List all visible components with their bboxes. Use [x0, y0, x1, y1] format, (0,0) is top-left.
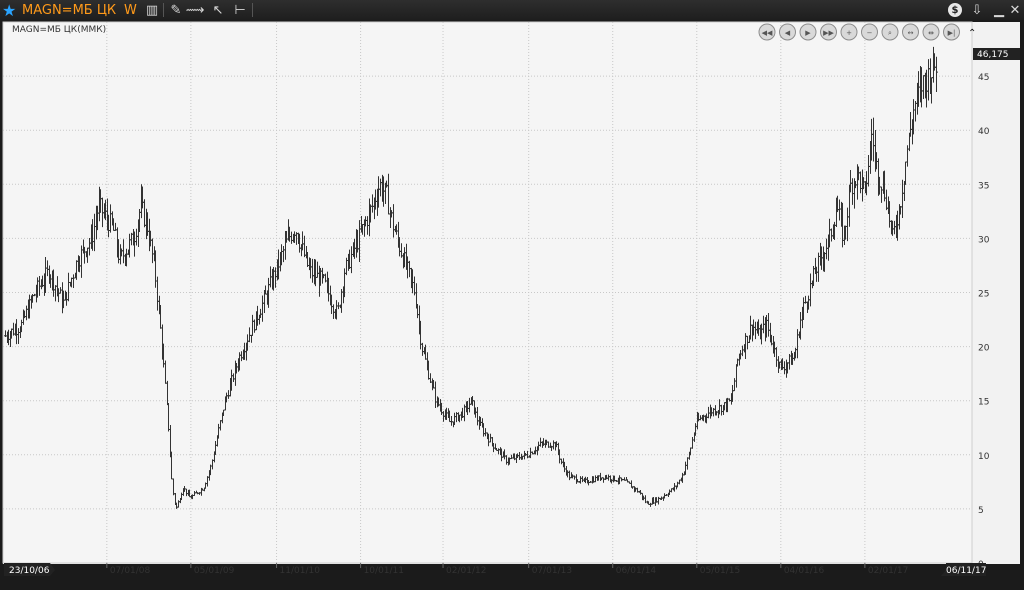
y-tick-label: 35: [978, 181, 989, 191]
pan-icon: ↔: [908, 29, 914, 37]
interval-selector[interactable]: W: [124, 2, 137, 18]
start-date-label: 23/10/06: [9, 566, 50, 576]
y-tick-label: 15: [978, 398, 989, 408]
dollar-button[interactable]: $: [948, 0, 962, 20]
zoom-out-icon: −: [867, 29, 873, 37]
first-button[interactable]: ◀◀: [758, 23, 776, 41]
y-tick-label: 20: [978, 344, 990, 354]
collapse-icon: ⌃: [968, 28, 976, 39]
start-date-marker: 23/10/06: [4, 563, 55, 576]
plot-area: [2, 21, 973, 564]
toolbar: ★ MAGN=МБ ЦК W ▥ ✎ ⟿ ↖ ⊢ $ ⇩ ▁ ✕: [0, 0, 1024, 21]
navigation-buttons: ◀◀ ◀ ▶ ▶▶ + − ⌕ ↔ ⇹ ▶| ⌃: [758, 23, 976, 41]
last-value-label: 46,175: [977, 50, 1009, 60]
first-icon: ◀◀: [762, 29, 773, 37]
x-tick-label: 11/01/10: [280, 566, 321, 576]
forward-button[interactable]: ▶: [799, 23, 817, 41]
y-tick-label: 10: [978, 452, 990, 462]
y-tick-label: 30: [978, 235, 990, 245]
pan-button[interactable]: ↔: [902, 23, 919, 41]
download-icon[interactable]: ⇩: [971, 2, 983, 18]
y-tick-label: 25: [978, 290, 989, 300]
pointer-icon[interactable]: ↖: [212, 2, 224, 18]
dollar-icon: $: [948, 3, 962, 17]
back-icon: ◀: [785, 29, 791, 37]
last-value-marker: 46,175: [973, 48, 1020, 60]
zoom-fit-icon: ⌕: [888, 29, 892, 37]
horizontal-line-icon[interactable]: ⊢: [234, 2, 246, 18]
zoom-out-button[interactable]: −: [861, 23, 878, 41]
zoom-in-icon: +: [846, 29, 852, 37]
x-tick-label: 04/01/16: [784, 566, 825, 576]
shrink-button[interactable]: ⇹: [922, 23, 940, 41]
bar-chart-icon[interactable]: ▥: [145, 2, 159, 18]
ohlc-bar: [935, 56, 938, 92]
y-tick-label: 5: [978, 506, 984, 516]
pencil-icon[interactable]: ✎: [170, 2, 182, 18]
price-chart[interactable]: 051015202530354045 07/01/0805/01/0911/01…: [0, 20, 1024, 590]
shrink-icon: ⇹: [928, 29, 934, 37]
chart-title: MAGN=МБ ЦК(ММК): [12, 25, 106, 35]
last-icon: ▶▶: [823, 29, 834, 37]
x-tick-label: 02/01/12: [446, 566, 486, 576]
close-icon[interactable]: ✕: [1009, 2, 1021, 18]
x-tick-label: 02/01/17: [868, 566, 908, 576]
grid-lines: [3, 22, 972, 563]
y-tick-label: 40: [978, 127, 990, 137]
end-button[interactable]: ▶|: [943, 23, 960, 41]
back-button[interactable]: ◀: [779, 23, 796, 41]
price-bars: [4, 46, 938, 509]
x-tick-label: 10/01/11: [364, 566, 404, 576]
last-button[interactable]: ▶▶: [820, 23, 837, 41]
toolbar-separator: [163, 3, 164, 17]
x-tick-label: 05/01/15: [700, 566, 740, 576]
crosshair-icon[interactable]: ⟿: [185, 2, 205, 18]
end-date-marker: 06/11/17: [941, 563, 986, 576]
end-date-label: 06/11/17: [946, 566, 986, 576]
end-icon: ▶|: [948, 29, 956, 37]
y-tick-label: 45: [978, 73, 989, 83]
zoom-fit-button[interactable]: ⌕: [881, 23, 899, 41]
instrument-code[interactable]: MAGN=МБ ЦК: [22, 2, 117, 18]
x-tick-label: 05/01/09: [194, 566, 235, 576]
x-tick-label: 06/01/14: [616, 566, 657, 576]
minimize-icon[interactable]: ▁: [994, 2, 1004, 18]
zoom-in-button[interactable]: +: [840, 23, 858, 41]
collapse-button[interactable]: ⌃: [968, 28, 976, 39]
favorite-star-icon[interactable]: ★: [2, 0, 17, 20]
x-axis: 07/01/08 05/01/09 11/01/10 10/01/11 02/01/12…: [106, 563, 908, 576]
toolbar-separator: [252, 3, 253, 17]
x-tick-label: 07/01/13: [532, 566, 572, 576]
forward-icon: ▶: [805, 29, 811, 37]
x-tick-label: 07/01/08: [110, 566, 151, 576]
